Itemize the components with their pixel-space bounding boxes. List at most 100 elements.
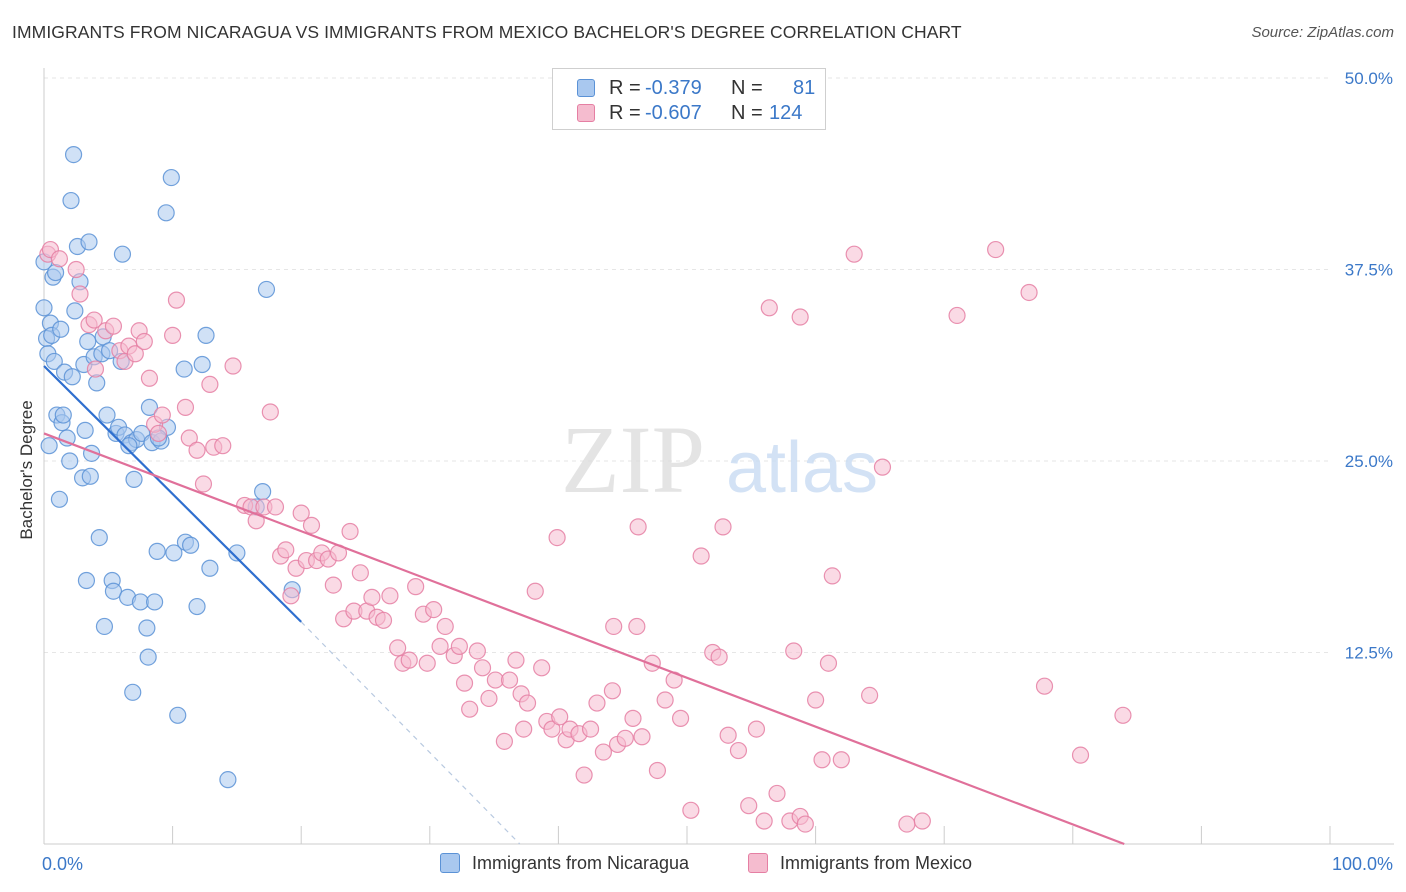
nicaragua-point xyxy=(197,326,215,344)
mexico-point xyxy=(796,815,814,833)
nicaragua-point xyxy=(145,593,164,611)
mexico-point xyxy=(135,332,153,351)
mexico-point xyxy=(381,587,399,605)
mexico-point xyxy=(605,617,623,636)
mexico-point xyxy=(425,601,443,619)
nicaragua-point xyxy=(66,302,84,320)
nicaragua-point xyxy=(50,490,69,508)
mexico-point xyxy=(407,578,425,596)
mexico-point xyxy=(261,403,279,421)
mexico-point xyxy=(785,642,803,660)
mexico-point xyxy=(616,729,634,747)
mexico-point xyxy=(224,357,242,375)
y-tick-label: 12.5% xyxy=(1345,644,1393,663)
mexico-point xyxy=(1071,746,1090,764)
nicaragua-point xyxy=(81,467,99,485)
mexico-swatch-icon xyxy=(748,853,768,873)
legend-r-label: R = xyxy=(609,77,641,99)
legend-r-label: R = xyxy=(609,102,641,124)
mexico-point xyxy=(461,700,479,718)
mexico-point xyxy=(629,518,647,536)
nicaragua-point xyxy=(175,360,193,378)
nicaragua-point xyxy=(165,544,183,562)
data-points xyxy=(35,146,1132,833)
nicaragua-point xyxy=(139,648,157,666)
mexico-point xyxy=(671,709,690,727)
nicaragua-point xyxy=(219,771,237,789)
mexico-point xyxy=(149,424,168,443)
mexico-point xyxy=(948,306,966,325)
mexico-point xyxy=(861,686,879,704)
mexico-point xyxy=(747,720,766,738)
mexico-point xyxy=(455,674,474,692)
nicaragua-point xyxy=(62,191,80,210)
nicaragua-point xyxy=(162,168,180,187)
source-label: Source: ZipAtlas.com xyxy=(1251,24,1394,41)
mexico-point xyxy=(302,516,321,534)
nicaragua-swatch-icon xyxy=(577,79,595,97)
nicaragua-point xyxy=(120,437,138,455)
nicaragua-point xyxy=(35,299,53,317)
mexico-point xyxy=(791,308,809,326)
mexico-point xyxy=(500,671,519,689)
mexico-point xyxy=(806,691,825,709)
mexico-point xyxy=(194,475,213,493)
mexico-point xyxy=(176,398,195,416)
mexico-point xyxy=(533,659,551,677)
mexico-point xyxy=(450,637,468,655)
nicaragua-point xyxy=(63,368,81,386)
mexico-point xyxy=(729,741,748,760)
mexico-point xyxy=(515,720,533,738)
nicaragua-point xyxy=(148,542,166,560)
mexico-point xyxy=(648,761,667,780)
legend-n-value: 124 xyxy=(769,102,803,124)
y-tick-label: 37.5% xyxy=(1345,261,1393,280)
mexico-point xyxy=(628,617,646,636)
mexico-point xyxy=(400,651,418,669)
legend-n-value: 81 xyxy=(793,77,816,99)
nicaragua-point xyxy=(64,146,83,164)
legend-label-mexico: Immigrants from Mexico xyxy=(780,853,973,873)
legend-n-label: N = xyxy=(731,102,763,124)
nicaragua-point xyxy=(104,582,123,600)
legend-label-nicaragua: Immigrants from Nicaragua xyxy=(472,853,690,873)
mexico-point xyxy=(1035,677,1054,695)
y-tick-label: 25.0% xyxy=(1345,452,1393,471)
mexico-point xyxy=(740,797,758,815)
mexico-point xyxy=(819,654,838,672)
mexico-point xyxy=(1020,283,1038,302)
mexico-point xyxy=(277,541,295,559)
mexico-point xyxy=(71,285,89,303)
nicaragua-trend-line xyxy=(43,365,302,623)
nicaragua-point xyxy=(169,706,187,724)
legend-r-value: -0.607 xyxy=(645,102,702,124)
nicaragua-point xyxy=(76,421,94,439)
mexico-point xyxy=(548,528,566,547)
mexico-point xyxy=(468,642,486,660)
nicaragua-point xyxy=(40,437,58,455)
mexico-point xyxy=(507,651,525,669)
mexico-point xyxy=(282,587,300,605)
mexico-point xyxy=(575,766,593,784)
mexico-point xyxy=(324,576,342,594)
mexico-point xyxy=(86,360,105,378)
mexico-point xyxy=(656,691,674,709)
nicaragua-point xyxy=(138,619,156,637)
mexico-point xyxy=(633,728,651,746)
nicaragua-point xyxy=(124,683,142,701)
nicaragua-point xyxy=(95,617,114,636)
mexico-point xyxy=(898,815,916,833)
mexico-point xyxy=(714,518,732,536)
mexico-point xyxy=(682,801,700,819)
nicaragua-point xyxy=(201,559,219,577)
nicaragua-point xyxy=(182,536,200,554)
nicaragua-point xyxy=(54,406,72,424)
mexico-point xyxy=(913,812,931,830)
mexico-point xyxy=(363,588,381,606)
nicaragua-point xyxy=(125,470,143,488)
nicaragua-point xyxy=(157,204,175,222)
mexico-point xyxy=(719,726,737,744)
nicaragua-point xyxy=(257,280,276,299)
nicaragua-point xyxy=(113,245,132,263)
mexico-point xyxy=(624,709,642,727)
